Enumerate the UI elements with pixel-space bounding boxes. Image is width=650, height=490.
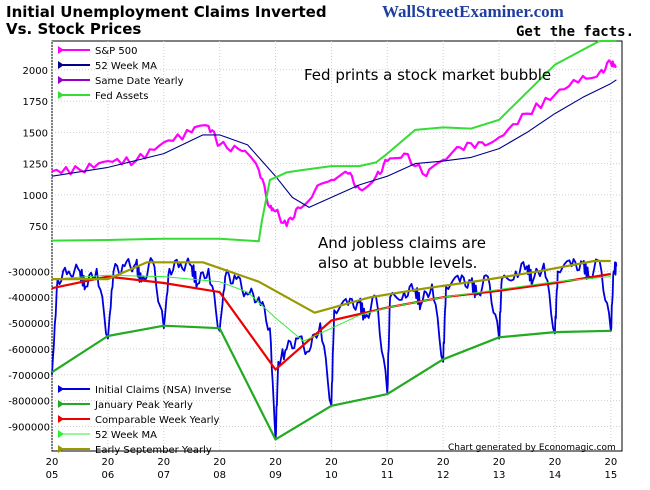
y-tick-label-bottom: -900000: [8, 422, 50, 433]
y-tick-label-bottom: -800000: [8, 397, 50, 408]
legend-marker-january_peak: [58, 400, 64, 408]
legend-label-early_september: Early September Yearly: [95, 445, 212, 456]
x-tick-label-bottom: 15: [604, 470, 617, 481]
legend-marker-claims: [58, 385, 64, 393]
x-tick-label-bottom: 10: [325, 470, 338, 481]
brand-logo: WallStreetExaminer.com: [382, 2, 564, 21]
x-tick-label-top: 20: [102, 457, 115, 468]
y-tick-label-bottom: -600000: [8, 345, 50, 356]
legend-marker-early_september: [58, 445, 64, 453]
x-tick-label-top: 20: [325, 457, 338, 468]
x-tick-label-top: 20: [493, 457, 506, 468]
legend-label-claims: Initial Claims (NSA) Inverse: [95, 385, 231, 396]
plot-border: [51, 40, 623, 452]
x-tick-label-bottom: 06: [102, 470, 115, 481]
x-tick-label-top: 20: [269, 457, 282, 468]
legend-label-same_date: Same Date Yearly: [95, 76, 184, 87]
series-line-early_september: [52, 259, 611, 314]
y-tick-label-bottom: -500000: [8, 319, 50, 330]
plot-area: [51, 40, 623, 452]
x-tick-label-top: 20: [549, 457, 562, 468]
x-tick-label-bottom: 09: [269, 470, 282, 481]
y-tick-label-top: 1750: [23, 97, 48, 108]
y-tick-label-top: 1500: [23, 128, 48, 139]
series-line-fed_assets: [51, 40, 617, 243]
y-tick-label-bottom: -300000: [8, 267, 50, 278]
legend-label-comparable_week: Comparable Week Yearly: [95, 415, 220, 426]
series-line-sp500_ma: [51, 79, 617, 208]
x-tick-label-bottom: 13: [493, 470, 506, 481]
x-tick-label-top: 20: [604, 457, 617, 468]
y-tick-label-top: 1250: [23, 160, 48, 171]
x-tick-label-bottom: 12: [437, 470, 450, 481]
x-tick-label-top: 20: [213, 457, 226, 468]
bottom-annotation-line2: also at bubble levels.: [318, 254, 477, 272]
legend-marker-sp500: [58, 46, 64, 54]
legend-marker-sp500_ma: [58, 61, 64, 69]
legend-label-sp500_ma: 52 Week MA: [95, 61, 157, 72]
x-tick-label-top: 20: [46, 457, 59, 468]
credit-text: Chart generated by Economagic.com: [448, 443, 616, 453]
legend-bottom: Initial Claims (NSA) Inverse January Peak…: [58, 385, 231, 456]
x-tick-label-bottom: 07: [157, 470, 170, 481]
legend-marker-same_date: [58, 76, 64, 84]
y-tick-label-top: 2000: [23, 66, 48, 77]
y-tick-label-bottom: -700000: [8, 371, 50, 382]
y-tick-label-top: 750: [29, 222, 48, 233]
tick-labels: 750 1000 1250 1500 1750 2000 -900000 -800000 -70…: [8, 66, 617, 481]
legend-marker-fed_assets: [58, 91, 64, 99]
chart-title-line1: Initial Unemployment Claims Inverted: [6, 3, 327, 21]
y-tick-label-top: 1000: [23, 191, 48, 202]
legend-marker-claims_ma: [58, 430, 64, 438]
x-tick-label-top: 20: [437, 457, 450, 468]
x-tick-label-top: 20: [381, 457, 394, 468]
top-annotation: Fed prints a stock market bubble: [304, 66, 551, 84]
x-tick-label-top: 20: [157, 457, 170, 468]
legend-top: S&P 500 52 Week MA Same Date Yearly Fed Ass…: [58, 46, 184, 102]
chart-title-line2: Vs. Stock Prices: [6, 20, 141, 38]
series-line-comparable_week: [51, 272, 611, 371]
legend-label-claims_ma: 52 Week MA: [95, 430, 157, 441]
legend-label-sp500: S&P 500: [95, 46, 137, 57]
series-line-sp500: [51, 59, 617, 228]
brand-tagline: Get the facts.: [516, 24, 634, 40]
x-tick-label-bottom: 11: [381, 470, 394, 481]
series-line-january_peak: [51, 324, 611, 441]
x-tick-label-bottom: 08: [213, 470, 226, 481]
x-tick-label-bottom: 14: [549, 470, 562, 481]
bottom-annotation-line1: And jobless claims are: [318, 234, 486, 252]
legend-label-fed_assets: Fed Assets: [95, 91, 148, 102]
legend-marker-comparable_week: [58, 415, 64, 423]
series-layer: [51, 40, 618, 441]
series-line-claims_ma: [51, 274, 611, 342]
y-tick-label-bottom: -400000: [8, 293, 50, 304]
x-tick-label-bottom: 05: [46, 470, 59, 481]
legend-label-january_peak: January Peak Yearly: [94, 400, 193, 411]
